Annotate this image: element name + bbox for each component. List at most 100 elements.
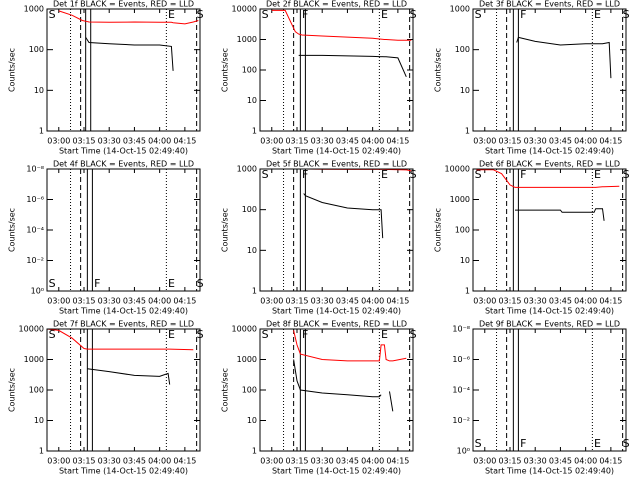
x-axis-label: Start Time (14-Oct-15 02:49:40) <box>272 307 401 316</box>
chart-title: Det 6f BLACK = Events, RED = LLD <box>479 160 620 169</box>
y-tick-label: 1000 <box>237 165 257 174</box>
y-tick-label: 10000 <box>232 5 257 14</box>
x-tick-label: 03:30 <box>311 457 334 466</box>
x-tick-label: 03:15 <box>498 137 521 146</box>
x-tick-label: 04:15 <box>599 137 622 146</box>
x-tick-label: 03:45 <box>123 457 146 466</box>
chart-title: Det 7f BLACK = Events, RED = LLD <box>53 320 194 329</box>
x-tick-label: 04:00 <box>148 297 171 306</box>
y-tick-label: 10 <box>460 256 470 265</box>
flag-label: E <box>594 168 601 181</box>
x-axis-label: Start Time (14-Oct-15 02:49:40) <box>485 467 614 476</box>
y-tick-label: 10⁰ <box>31 287 44 296</box>
flag-label: F <box>94 277 100 290</box>
plot-frame <box>259 328 414 452</box>
y-tick-label: 10 <box>460 86 470 95</box>
series-line <box>87 368 171 385</box>
x-tick-label: 03:30 <box>524 137 547 146</box>
x-tick-label: 03:30 <box>524 297 547 306</box>
flag-label: E <box>168 328 175 341</box>
y-tick-label: 100 <box>242 386 257 395</box>
series-line <box>85 37 174 71</box>
x-tick-label: 03:45 <box>336 137 359 146</box>
y-axis-label: Counts/sec <box>8 48 17 92</box>
flag-label: S <box>475 437 482 450</box>
x-tick-label: 04:15 <box>386 297 409 306</box>
y-tick-label: 10 <box>34 416 44 425</box>
x-tick-label: 03:00 <box>47 457 70 466</box>
y-tick-label: 1000 <box>237 355 257 364</box>
series-line <box>298 54 407 78</box>
panel: Det 4f BLACK = Events, RED = LLD Start Ti… <box>8 160 204 316</box>
panel: Det 3f BLACK = Events, RED = LLD Start Ti… <box>434 0 630 156</box>
chart-title: Det 9f BLACK = Events, RED = LLD <box>479 320 620 329</box>
y-tick-label: 10 <box>34 86 44 95</box>
x-tick-label: 03:00 <box>473 137 496 146</box>
y-tick-label: 10⁻² <box>26 256 44 265</box>
x-tick-label: 04:15 <box>599 457 622 466</box>
plot-frame <box>46 8 201 132</box>
y-tick-label: 1000 <box>450 195 470 204</box>
x-tick-label: 03:30 <box>311 137 334 146</box>
x-tick-label: 04:00 <box>361 297 384 306</box>
x-tick-label: 03:00 <box>260 297 283 306</box>
x-tick-label: 03:15 <box>498 297 521 306</box>
chart-title: Det 8f BLACK = Events, RED = LLD <box>266 320 407 329</box>
y-tick-label: 10⁻⁸ <box>26 165 44 174</box>
x-tick-label: 04:00 <box>574 137 597 146</box>
flag-label: S <box>475 8 482 21</box>
x-tick-label: 04:15 <box>173 137 196 146</box>
x-tick-label: 03:45 <box>549 457 572 466</box>
y-tick-label: 10⁻⁴ <box>26 226 44 235</box>
x-axis-label: Start Time (14-Oct-15 02:49:40) <box>272 147 401 156</box>
series-line <box>303 193 384 239</box>
flag-label: E <box>594 437 601 450</box>
y-tick-label: 10⁻⁶ <box>452 355 470 364</box>
series-line <box>293 359 394 412</box>
chart-title: Det 4f BLACK = Events, RED = LLD <box>53 160 194 169</box>
y-tick-label: 1 <box>39 447 44 456</box>
x-tick-label: 03:45 <box>123 137 146 146</box>
y-tick-label: 10000 <box>232 325 257 334</box>
plot-frame <box>472 8 627 132</box>
plot-frame <box>472 328 627 452</box>
y-tick-label: 100 <box>455 45 470 54</box>
flag-label: F <box>520 168 526 181</box>
y-tick-label: 100 <box>242 66 257 75</box>
y-tick-label: 10 <box>247 246 257 255</box>
y-tick-label: 10⁻⁸ <box>452 325 470 334</box>
flag-label: E <box>381 8 388 21</box>
y-tick-label: 1000 <box>24 5 44 14</box>
panel: Det 2f BLACK = Events, RED = LLD Start Ti… <box>221 0 417 156</box>
x-tick-label: 04:15 <box>599 297 622 306</box>
x-tick-label: 03:00 <box>47 137 70 146</box>
x-tick-label: 03:15 <box>285 457 308 466</box>
y-tick-label: 100 <box>29 45 44 54</box>
flag-label: S <box>475 168 482 181</box>
y-axis-label: Counts/sec <box>221 48 230 92</box>
plot-frame <box>46 328 201 452</box>
x-tick-label: 03:30 <box>98 457 121 466</box>
y-tick-label: 1 <box>252 447 257 456</box>
flag-label: E <box>168 8 175 21</box>
flag-label: S <box>49 328 56 341</box>
flag-label: S <box>49 8 56 21</box>
plot-frame <box>472 168 627 292</box>
x-tick-label: 03:30 <box>98 297 121 306</box>
flag-label: S <box>262 328 269 341</box>
x-tick-label: 03:00 <box>47 297 70 306</box>
x-tick-label: 03:30 <box>524 457 547 466</box>
y-tick-label: 1 <box>252 287 257 296</box>
y-tick-label: 100 <box>242 205 257 214</box>
flag-label: E <box>594 8 601 21</box>
x-tick-label: 04:00 <box>574 457 597 466</box>
x-axis-label: Start Time (14-Oct-15 02:49:40) <box>272 467 401 476</box>
x-axis-label: Start Time (14-Oct-15 02:49:40) <box>59 147 188 156</box>
y-tick-label: 1000 <box>450 5 470 14</box>
y-axis-label: Counts/sec <box>221 368 230 412</box>
y-tick-label: 10⁻⁴ <box>452 386 470 395</box>
panel: Det 7f BLACK = Events, RED = LLD Start Ti… <box>8 320 204 476</box>
x-tick-label: 04:00 <box>574 297 597 306</box>
x-tick-label: 04:00 <box>148 457 171 466</box>
